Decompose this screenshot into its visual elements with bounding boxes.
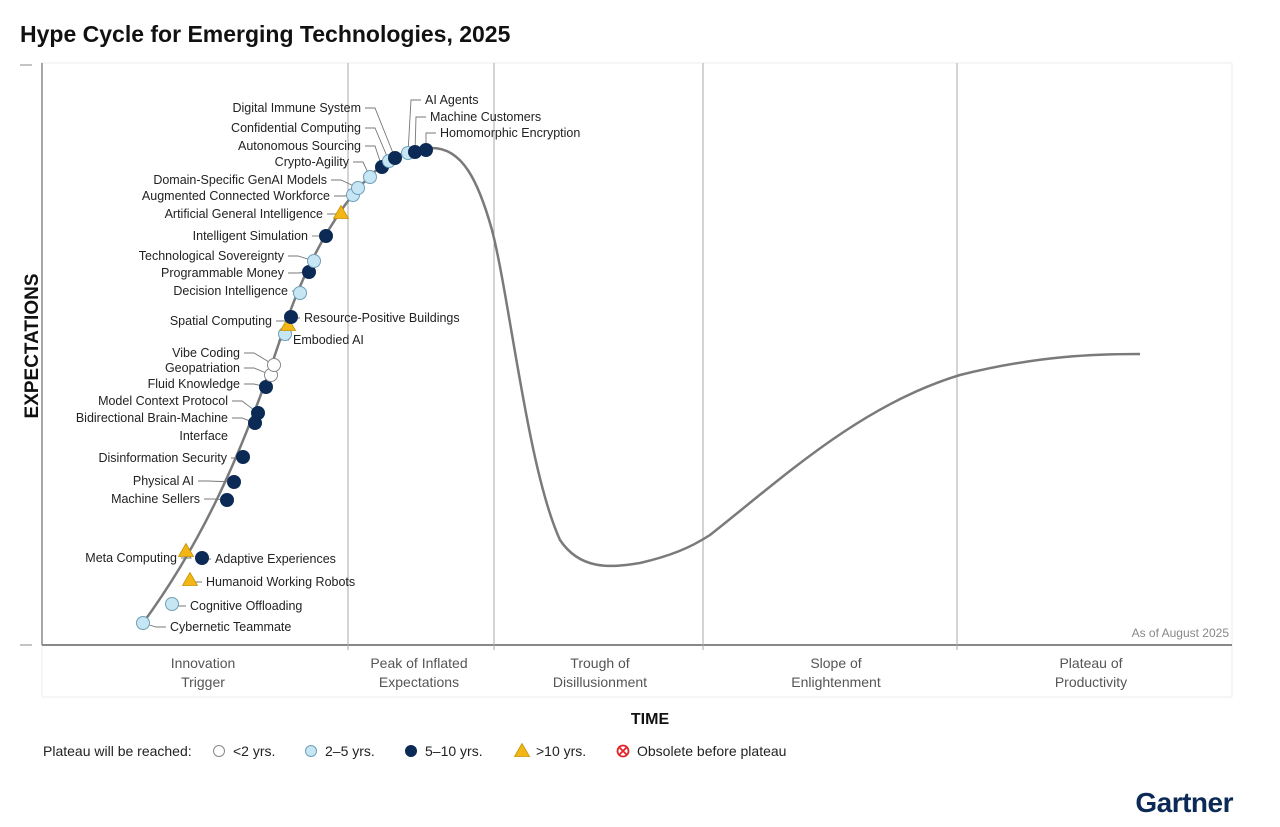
- gartner-logo: Gartner: [1135, 787, 1233, 818]
- label-cybernetic-teammate: Cybernetic Teammate: [170, 620, 291, 634]
- leader-line-autonomous-sourcing: [365, 145, 383, 168]
- legend-entry-obsolete: Obsolete before plateau: [637, 743, 786, 759]
- point-homomorphic-encryption: [419, 143, 433, 157]
- chart-title: Hype Cycle for Emerging Technologies, 20…: [20, 21, 511, 47]
- point-crypto-agility: [363, 170, 377, 184]
- leader-line-machine-customers: [414, 116, 426, 153]
- point-cognitive-offloading: [165, 597, 179, 611]
- legend-entry-gt10: >10 yrs.: [536, 743, 586, 759]
- phase-label-plateau-of-productivity: Productivity: [1055, 674, 1127, 690]
- point-physical-ai: [227, 475, 241, 489]
- label-machine-customers: Machine Customers: [430, 110, 541, 124]
- legend-marker-5-10-yrs: [405, 745, 417, 757]
- label-homomorphic-encryption: Homomorphic Encryption: [440, 126, 580, 140]
- legend: Plateau will be reached: <2 yrs. 2–5 yrs. 5…: [43, 742, 786, 759]
- legend-marker-2-5-yrs: [305, 745, 317, 757]
- phase-label-peak-of-inflated-expectations: Peak of Inflated: [370, 655, 467, 671]
- label-technological-sovereignty: Technological Sovereignty: [139, 249, 285, 263]
- leader-line-vibe-coding: [244, 352, 275, 366]
- point-artificial-general-intelligence: [332, 204, 350, 219]
- label-decision-intelligence: Decision Intelligence: [173, 284, 288, 298]
- label-adaptive-experiences: Adaptive Experiences: [215, 552, 336, 566]
- label-spatial-computing: Spatial Computing: [170, 314, 272, 328]
- point-cybernetic-teammate: [136, 616, 150, 630]
- label-crypto-agility: Crypto-Agility: [275, 155, 350, 169]
- label-geopatriation: Geopatriation: [165, 361, 240, 375]
- label-disinformation-security: Disinformation Security: [98, 451, 227, 465]
- label-meta-computing: Meta Computing: [85, 551, 177, 565]
- label-model-context-protocol: Model Context Protocol: [98, 394, 228, 408]
- label-resource-positive-buildings: Resource-Positive Buildings: [304, 311, 460, 325]
- leader-line-confidential-computing: [365, 127, 390, 162]
- hype-curve: [141, 146, 1141, 624]
- legend-marker-obsolete-before-plateau: [616, 744, 630, 758]
- x-axis-label: TIME: [631, 711, 670, 728]
- point-machine-sellers: [220, 493, 234, 507]
- point-disinformation-security: [236, 450, 250, 464]
- point-intelligent-simulation: [319, 229, 333, 243]
- phase-label-slope-of-enlightenment: Slope of: [810, 655, 861, 671]
- point-decision-intelligence: [293, 286, 307, 300]
- legend-entry-lt2: <2 yrs.: [233, 743, 275, 759]
- leader-line-ai-agents: [407, 99, 421, 154]
- leader-line-physical-ai: [198, 480, 235, 483]
- leader-line-digital-immune-system: [365, 107, 396, 159]
- point-meta-computing: [177, 542, 195, 557]
- label-artificial-general-intelligence: Artificial General Intelligence: [165, 207, 323, 221]
- note-as-of: As of August 2025: [1132, 626, 1230, 640]
- point-vibe-coding: [267, 358, 281, 372]
- point-digital-immune-system: [388, 151, 402, 165]
- phase-label-innovation-trigger: Trigger: [181, 674, 225, 690]
- label-humanoid-working-robots: Humanoid Working Robots: [206, 575, 355, 589]
- label-cognitive-offloading: Cognitive Offloading: [190, 599, 302, 613]
- point-technological-sovereignty: [307, 254, 321, 268]
- label-domain-specific-genai-models: Domain-Specific GenAI Models: [153, 173, 327, 187]
- point-model-context-protocol: [251, 406, 265, 420]
- point-spatial-computing: [279, 316, 297, 331]
- legend-marker-10-yrs: [513, 742, 531, 757]
- phase-label-peak-of-inflated-expectations: Expectations: [379, 674, 459, 690]
- legend-entry-2to5: 2–5 yrs.: [325, 743, 375, 759]
- legend-marker-2-yrs: [213, 745, 225, 757]
- phase-label-plateau-of-productivity: Plateau of: [1059, 655, 1122, 671]
- phase-label-slope-of-enlightenment: Enlightenment: [791, 674, 881, 690]
- label-bidirectional-brain-machine-interface: Bidirectional Brain-Machine Interface: [76, 411, 228, 443]
- label-autonomous-sourcing: Autonomous Sourcing: [238, 139, 361, 153]
- phase-label-trough-of-disillusionment: Disillusionment: [553, 674, 647, 690]
- y-axis-label: EXPECTATIONS: [22, 274, 43, 419]
- point-domain-specific-genai-models: [351, 181, 365, 195]
- phase-label-innovation-trigger: Innovation: [171, 655, 236, 671]
- phase-label-trough-of-disillusionment: Trough of: [570, 655, 630, 671]
- label-fluid-knowledge: Fluid Knowledge: [148, 377, 240, 391]
- label-augmented-connected-workforce: Augmented Connected Workforce: [142, 189, 330, 203]
- point-resource-positive-buildings: [284, 310, 298, 324]
- label-intelligent-simulation: Intelligent Simulation: [193, 229, 308, 243]
- point-fluid-knowledge: [259, 380, 273, 394]
- point-adaptive-experiences: [195, 551, 209, 565]
- label-programmable-money: Programmable Money: [161, 266, 285, 280]
- label-confidential-computing: Confidential Computing: [231, 121, 361, 135]
- legend-title: Plateau will be reached:: [43, 743, 192, 759]
- label-ai-agents: AI Agents: [425, 93, 479, 107]
- point-humanoid-working-robots: [181, 571, 199, 586]
- legend-entry-5to10: 5–10 yrs.: [425, 743, 483, 759]
- label-physical-ai: Physical AI: [133, 474, 194, 488]
- label-embodied-ai: Embodied AI: [293, 333, 364, 347]
- label-machine-sellers: Machine Sellers: [111, 492, 200, 506]
- label-vibe-coding: Vibe Coding: [172, 346, 240, 360]
- label-digital-immune-system: Digital Immune System: [232, 101, 361, 115]
